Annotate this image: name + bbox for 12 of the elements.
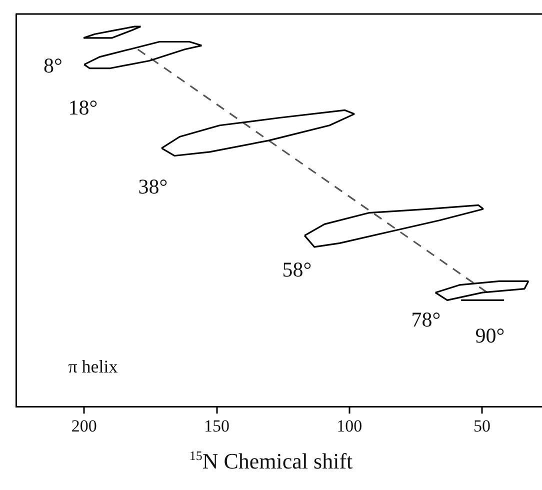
annotation: 8° [44,54,62,78]
x-axis-title: $^{15}$N Chemical shift [188,448,354,474]
annotation: π helix [68,356,118,377]
x-tick-label: 200 [71,416,97,436]
x-tick-label: 150 [204,416,230,436]
annotation: 18° [68,96,98,120]
annotation: 90° [475,324,505,348]
annotation: 58° [282,258,312,282]
annotation: 38° [138,174,168,199]
annotation: 78° [411,308,441,332]
x-tick-label: 100 [336,416,362,436]
x-tick-label: 50 [474,416,491,436]
